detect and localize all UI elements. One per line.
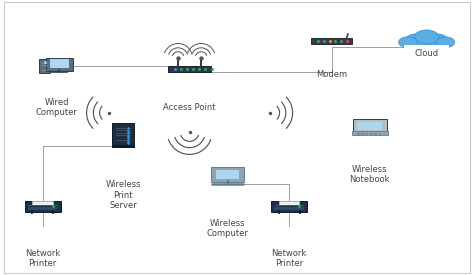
FancyBboxPatch shape <box>353 119 387 133</box>
Bar <box>365 133 368 134</box>
Text: Modem: Modem <box>316 70 347 79</box>
Bar <box>404 45 449 50</box>
Bar <box>116 130 131 131</box>
Text: Network
Printer: Network Printer <box>25 249 60 268</box>
Bar <box>361 133 364 134</box>
FancyBboxPatch shape <box>311 38 352 44</box>
Text: Access Point: Access Point <box>164 103 216 112</box>
FancyBboxPatch shape <box>352 131 388 135</box>
Bar <box>116 143 131 144</box>
Circle shape <box>436 37 455 48</box>
Bar <box>42 63 47 64</box>
Bar <box>356 133 359 134</box>
Circle shape <box>399 37 417 48</box>
Bar <box>357 122 383 130</box>
Bar <box>370 133 373 134</box>
Text: Wireless
Print
Server: Wireless Print Server <box>106 180 141 210</box>
Bar <box>379 133 382 135</box>
Bar <box>279 201 300 205</box>
Bar <box>365 133 368 135</box>
Bar <box>274 207 304 210</box>
FancyBboxPatch shape <box>39 59 50 73</box>
Text: Cloud: Cloud <box>415 50 438 59</box>
Text: Wired
Computer: Wired Computer <box>36 98 78 117</box>
Bar <box>28 207 57 210</box>
FancyBboxPatch shape <box>112 145 135 149</box>
Bar <box>42 65 47 66</box>
Bar <box>32 201 53 205</box>
Circle shape <box>405 34 427 46</box>
Text: Network
Printer: Network Printer <box>272 249 307 268</box>
FancyBboxPatch shape <box>25 201 61 212</box>
FancyBboxPatch shape <box>168 66 211 72</box>
FancyBboxPatch shape <box>211 167 244 182</box>
Text: Wireless
Computer: Wireless Computer <box>207 219 248 238</box>
FancyBboxPatch shape <box>271 201 307 212</box>
Bar <box>116 140 131 141</box>
Bar <box>50 59 69 68</box>
Bar <box>405 38 448 46</box>
FancyBboxPatch shape <box>112 123 134 146</box>
Circle shape <box>426 34 448 46</box>
Circle shape <box>415 30 438 44</box>
Bar <box>361 133 364 135</box>
Bar <box>216 170 239 179</box>
Bar <box>356 133 359 135</box>
Bar <box>116 138 131 139</box>
Text: Wireless
Notebook: Wireless Notebook <box>349 165 390 185</box>
FancyBboxPatch shape <box>46 58 73 71</box>
Bar <box>379 133 382 134</box>
Bar <box>116 135 131 136</box>
Bar <box>370 133 373 135</box>
Bar <box>374 133 377 134</box>
Bar <box>374 133 377 135</box>
